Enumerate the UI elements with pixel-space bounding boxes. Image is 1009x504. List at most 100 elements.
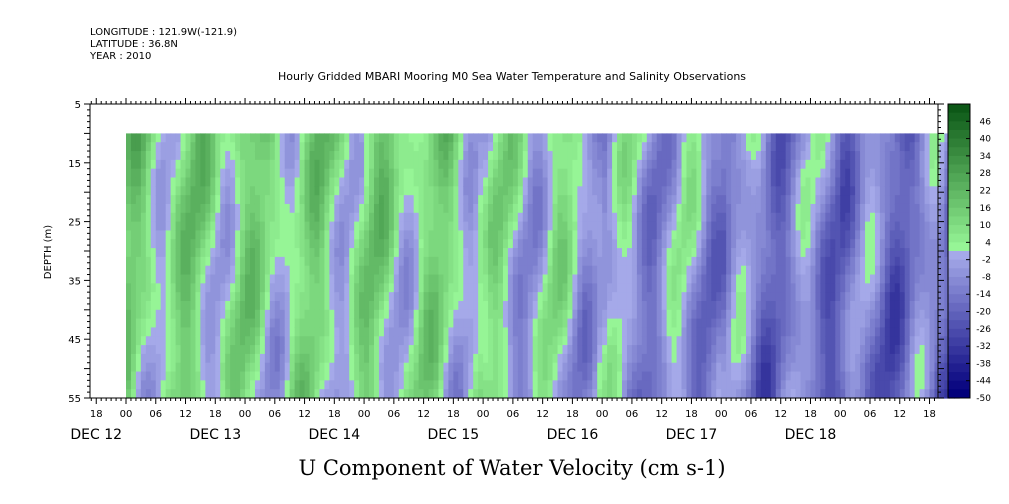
field-cell [195,380,201,390]
field-cell [825,168,831,179]
field-cell [845,292,851,302]
field-cell [155,239,162,249]
field-cell [160,327,167,337]
field-cell [294,195,301,205]
field-cell [716,336,722,346]
field-cell [304,353,311,364]
field-cell [631,212,638,223]
field-cell [240,327,246,337]
field-cell [269,256,276,267]
field-cell [929,362,936,373]
field-cell [210,177,216,187]
field-cell [681,248,688,258]
field-cell [498,345,504,355]
field-cell [810,265,817,276]
field-cell [840,256,846,267]
field-cell [696,353,702,364]
field-cell [860,195,866,205]
field-cell [498,203,504,214]
field-cell [250,168,256,179]
field-cell [865,151,871,161]
field-cell [126,345,132,355]
field-cell [433,221,440,232]
field-cell [889,371,896,381]
field-cell [483,309,489,320]
field-cell [731,239,737,249]
field-cell [870,300,876,311]
field-cell [676,142,683,152]
field-cell [205,203,211,214]
field-cell [240,380,246,390]
field-cell [855,362,861,373]
field-cell [602,186,608,196]
field-cell [294,283,301,293]
field-cell [369,327,375,337]
field-cell [840,230,846,240]
field-cell [324,256,330,267]
field-cell [254,256,261,267]
field-cell [676,292,683,302]
field-cell [557,239,564,249]
field-cell [746,203,752,214]
field-cell [339,230,345,240]
field-cell [919,133,926,143]
field-cell [552,133,559,143]
field-cell [934,195,941,205]
field-cell [780,318,787,329]
field-cell [438,309,445,320]
field-cell [736,168,742,179]
field-cell [795,177,802,187]
field-cell [126,309,132,320]
field-cell [259,265,266,276]
field-cell [736,327,742,337]
field-cell [626,371,633,381]
field-cell [765,318,772,329]
field-cell [502,336,509,346]
field-cell [334,133,340,143]
field-cell [418,248,425,258]
field-cell [840,142,846,152]
field-cell [904,327,911,337]
field-cell [274,362,281,373]
field-cell [364,203,370,214]
field-cell [656,203,663,214]
field-cell [899,309,906,320]
field-cell [567,256,573,267]
field-cell [309,221,316,232]
field-cell [205,292,211,302]
field-cell [517,283,524,293]
field-cell [284,151,291,161]
field-cell [165,327,172,337]
field-cell [155,212,162,223]
field-cell [919,336,926,346]
field-cell [210,336,216,346]
field-cell [488,248,494,258]
field-cell [448,345,454,355]
field-cell [557,265,564,276]
field-cell [785,186,792,196]
field-cell [765,371,772,381]
field-cell [765,380,772,390]
field-cell [334,256,340,267]
field-cell [755,274,762,284]
field-cell [517,389,524,399]
field-cell [696,389,702,399]
field-cell [825,265,831,276]
field-cell [215,283,221,293]
field-cell [557,151,564,161]
field-cell [259,283,266,293]
field-cell [155,318,162,329]
field-cell [478,371,484,381]
field-cell [626,318,633,329]
field-cell [250,389,256,399]
field-cell [507,133,514,143]
velocity-field [126,133,960,399]
field-cell [904,353,911,364]
field-cell [706,380,712,390]
field-cell [180,345,187,355]
field-cell [319,221,325,232]
field-cell [765,186,772,196]
field-cell [929,327,936,337]
field-cell [696,380,702,390]
field-cell [770,239,777,249]
